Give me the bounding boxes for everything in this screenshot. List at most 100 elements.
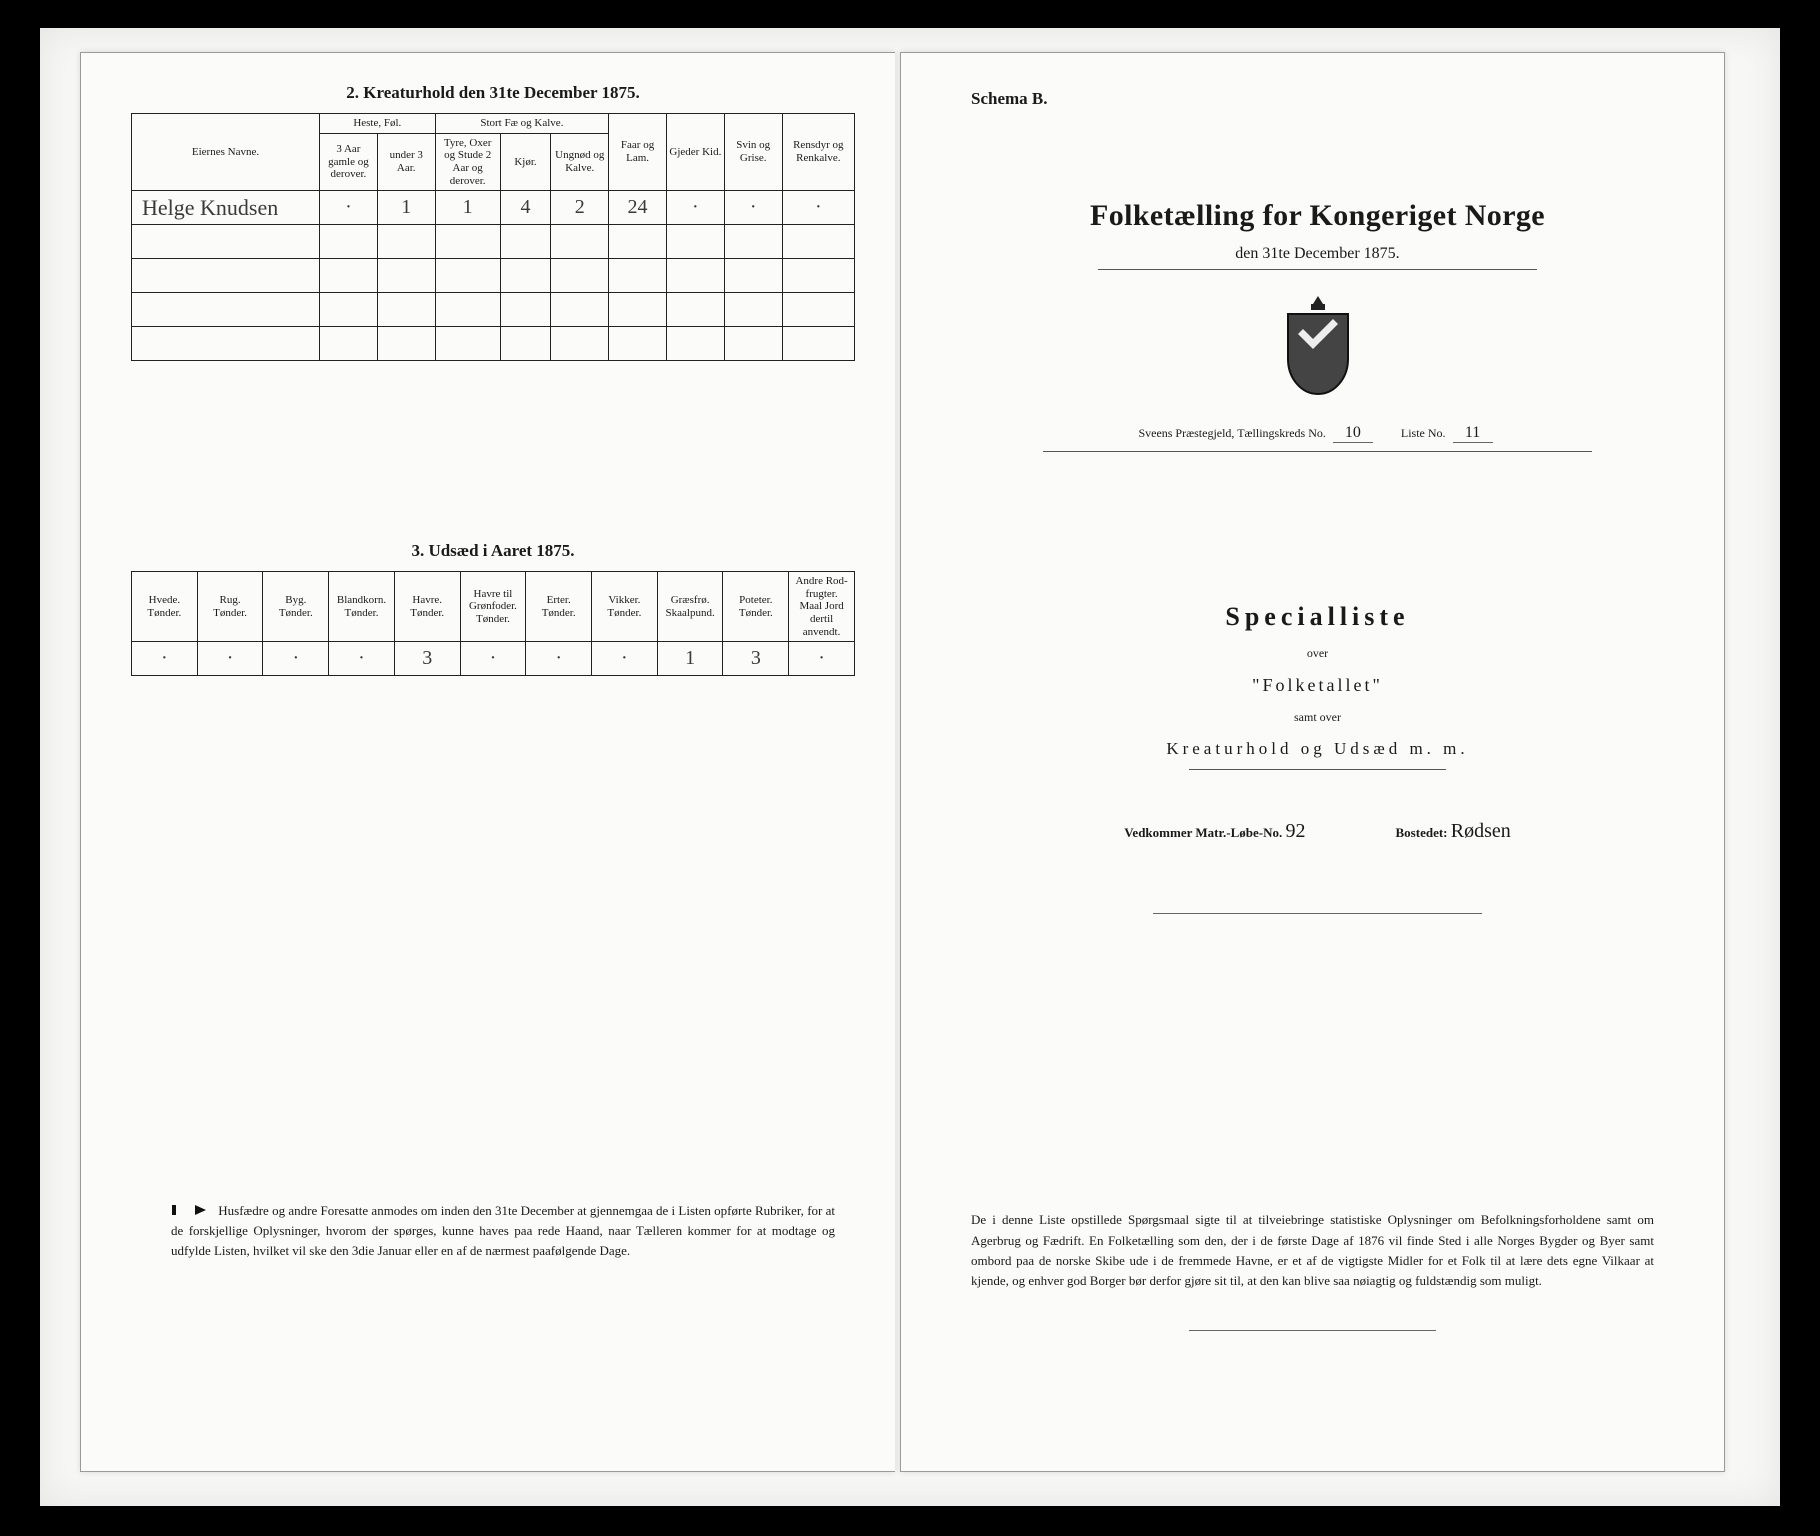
data-cell xyxy=(551,327,609,361)
data-cell: 3 xyxy=(723,642,789,676)
section2-title: 2. Kreaturhold den 31te December 1875. xyxy=(131,83,855,103)
data-cell xyxy=(551,259,609,293)
data-cell: 1 xyxy=(657,642,723,676)
data-cell xyxy=(435,293,500,327)
document-scan: 2. Kreaturhold den 31te December 1875. E… xyxy=(40,28,1780,1506)
bottom-rule xyxy=(1189,1330,1436,1331)
data-cell xyxy=(724,293,782,327)
column-header: Andre Rod- frugter. Maal Jord dertil anv… xyxy=(789,572,855,642)
data-cell xyxy=(782,225,854,259)
bosted-value: Rødsen xyxy=(1451,820,1511,842)
table-row: Helge Knudsen·114224··· xyxy=(132,191,855,225)
data-cell xyxy=(782,259,854,293)
data-cell: · xyxy=(592,642,658,676)
data-cell xyxy=(319,259,377,293)
data-cell xyxy=(377,225,435,259)
data-cell xyxy=(377,293,435,327)
left-page: 2. Kreaturhold den 31te December 1875. E… xyxy=(80,52,895,1472)
samt-over-label: samt over xyxy=(951,710,1684,725)
liste-label: Liste No. xyxy=(1401,426,1446,440)
column-header: Havre. Tønder. xyxy=(394,572,460,642)
census-subtitle: den 31te December 1875. xyxy=(951,245,1684,263)
data-cell: · xyxy=(789,642,855,676)
data-cell xyxy=(666,259,724,293)
owner-name-cell xyxy=(132,327,320,361)
owner-name-cell: Helge Knudsen xyxy=(132,191,320,225)
data-cell xyxy=(500,225,551,259)
data-cell xyxy=(724,225,782,259)
data-cell: 24 xyxy=(609,191,667,225)
parish-rule xyxy=(1043,451,1593,452)
data-cell xyxy=(500,327,551,361)
data-cell xyxy=(609,225,667,259)
col-eiernes-navne: Eiernes Navne. xyxy=(132,114,320,191)
data-cell: · xyxy=(132,642,198,676)
vedkom-rule xyxy=(1153,913,1483,914)
udsaed-table: Hvede. Tønder.Rug. Tønder.Byg. Tønder.Bl… xyxy=(131,571,855,676)
data-cell xyxy=(666,327,724,361)
column-header: Hvede. Tønder. xyxy=(132,572,198,642)
data-cell xyxy=(551,225,609,259)
specialliste-heading: Specialliste xyxy=(951,602,1684,632)
instruction-note-text: Husfædre og andre Foresatte anmodes om i… xyxy=(171,1203,835,1258)
data-cell xyxy=(666,293,724,327)
column-header: Poteter. Tønder. xyxy=(723,572,789,642)
data-cell: · xyxy=(460,642,526,676)
data-cell xyxy=(609,293,667,327)
matr-value: 92 xyxy=(1286,820,1306,842)
kreaturhold-table: Eiernes Navne. Heste, Føl. Stort Fæ og K… xyxy=(131,113,855,361)
data-cell: 3 xyxy=(394,642,460,676)
column-header: Blandkorn. Tønder. xyxy=(329,572,395,642)
data-cell: 4 xyxy=(500,191,551,225)
data-cell: · xyxy=(526,642,592,676)
data-cell xyxy=(500,259,551,293)
schema-label: Schema B. xyxy=(971,89,1684,109)
vedkommer-line: Vedkommer Matr.-Løbe-No. 92 Bostedet: Rø… xyxy=(951,820,1684,843)
owner-name-cell xyxy=(132,259,320,293)
column-header: Græsfrø. Skaalpund. xyxy=(657,572,723,642)
data-cell xyxy=(551,293,609,327)
pointing-hand-icon xyxy=(171,1201,207,1219)
table-row xyxy=(132,327,855,361)
data-cell: · xyxy=(724,191,782,225)
data-cell: · xyxy=(782,191,854,225)
owner-name-cell xyxy=(132,225,320,259)
col-rensdyr: Rensdyr og Renkalve. xyxy=(782,114,854,191)
data-cell: 1 xyxy=(435,191,500,225)
census-title: Folketælling for Kongeriget Norge xyxy=(951,199,1684,233)
column-header: Erter. Tønder. xyxy=(526,572,592,642)
data-cell xyxy=(609,259,667,293)
data-cell: · xyxy=(319,191,377,225)
parish-prefix: Sveens Præstegjeld, Tællingskreds No. xyxy=(1138,426,1325,440)
data-cell xyxy=(435,225,500,259)
column-header: Vikker. Tønder. xyxy=(592,572,658,642)
coat-of-arms-icon xyxy=(1273,294,1363,404)
col-stort: Stort Fæ og Kalve. xyxy=(435,114,609,134)
column-header: Havre til Grønfoder. Tønder. xyxy=(460,572,526,642)
title-rule xyxy=(1098,269,1538,270)
col-heste: Heste, Føl. xyxy=(319,114,435,134)
data-cell: · xyxy=(329,642,395,676)
instruction-note: Husfædre og andre Foresatte anmodes om i… xyxy=(171,1201,835,1261)
data-cell xyxy=(319,225,377,259)
data-cell xyxy=(609,327,667,361)
purpose-note: De i denne Liste opstillede Spørgsmaal s… xyxy=(971,1210,1654,1291)
over-label: over xyxy=(951,646,1684,661)
right-page: Schema B. Folketælling for Kongeriget No… xyxy=(900,52,1725,1472)
col-faar: Faar og Lam. xyxy=(609,114,667,191)
table-row xyxy=(132,293,855,327)
table-row xyxy=(132,259,855,293)
sub-stort3: Ungnød og Kalve. xyxy=(551,133,609,191)
folketallet-label: "Folketallet" xyxy=(951,675,1684,696)
data-cell xyxy=(782,327,854,361)
sub-stort1: Tyre, Oxer og Stude 2 Aar og derover. xyxy=(435,133,500,191)
data-cell: · xyxy=(263,642,329,676)
data-cell xyxy=(724,259,782,293)
data-cell xyxy=(319,327,377,361)
data-cell xyxy=(435,259,500,293)
kreaturhold-label: Kreaturhold og Udsæd m. m. xyxy=(951,739,1684,759)
bosted-label: Bostedet: xyxy=(1396,825,1448,840)
col-gjeder: Gjeder Kid. xyxy=(666,114,724,191)
sub-stort2: Kjør. xyxy=(500,133,551,191)
table-row xyxy=(132,225,855,259)
